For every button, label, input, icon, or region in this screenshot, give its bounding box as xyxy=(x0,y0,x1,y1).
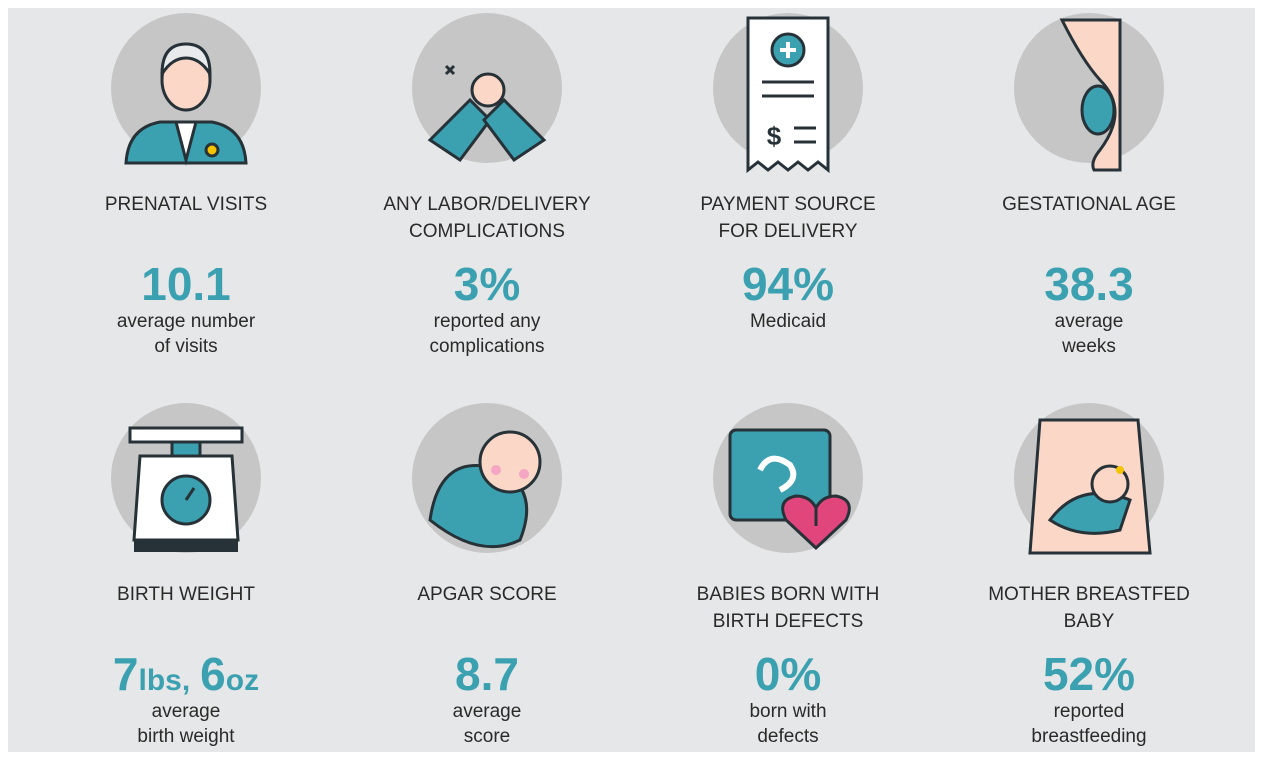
card-value: 38.3 xyxy=(1044,258,1134,310)
card-title: FOR DELIVERY xyxy=(718,221,857,242)
card-title: BIRTH WEIGHT xyxy=(117,584,255,605)
card-desc: complications xyxy=(429,336,544,357)
icon-gestation xyxy=(1014,13,1164,172)
value-part: 7 xyxy=(113,648,139,700)
icon-defects xyxy=(713,403,863,553)
icon-payment: $ xyxy=(713,13,863,174)
icon-doctor xyxy=(111,13,261,166)
icon-apgar xyxy=(412,403,562,553)
icon-breastfeed xyxy=(1014,403,1164,555)
card-title: GESTATIONAL AGE xyxy=(1002,194,1176,215)
card-desc: average number xyxy=(117,311,256,332)
value-part: 6 xyxy=(200,648,226,700)
stat-card: MOTHER BREASTFED BABY 52%reported breastfee… xyxy=(988,584,1190,747)
card-desc: of visits xyxy=(154,336,217,357)
card-value: 52% xyxy=(1043,648,1135,700)
card-desc: defects xyxy=(757,726,818,747)
card-value: 94% xyxy=(742,258,834,310)
card-desc: birth weight xyxy=(137,726,235,747)
card-title: BIRTH DEFECTS xyxy=(713,611,864,632)
card-title: BABY xyxy=(1064,611,1115,632)
card-title: BABIES BORN WITH xyxy=(697,584,880,605)
card-title: ANY LABOR/DELIVERY xyxy=(383,194,591,215)
stat-card: ANY LABOR/DELIVERY COMPLICATIONS 3%reporte… xyxy=(383,194,591,357)
stat-card: PAYMENT SOURCE FOR DELIVERY 94%Medicaid xyxy=(700,194,875,332)
card-desc: born with xyxy=(749,701,826,722)
card-desc: average xyxy=(453,701,522,722)
card-desc: score xyxy=(464,726,510,747)
icon-scale xyxy=(111,403,261,553)
icons: $ xyxy=(111,13,1164,555)
svg-text:$: $ xyxy=(767,121,782,151)
value-part: oz xyxy=(226,664,259,697)
icon-delivery xyxy=(412,13,562,163)
card-desc: average xyxy=(1055,311,1124,332)
card-title: APGAR SCORE xyxy=(417,584,556,605)
card-desc: reported xyxy=(1054,701,1125,722)
card-title: MOTHER BREASTFED xyxy=(988,584,1190,605)
card-value: 7lbs, 6oz xyxy=(113,648,259,700)
card-value: 0% xyxy=(755,648,821,700)
card-desc: breastfeeding xyxy=(1031,726,1146,747)
card-value: 10.1 xyxy=(141,258,231,310)
stat-card: BABIES BORN WITH BIRTH DEFECTS 0%born with… xyxy=(697,584,880,747)
card-desc: average xyxy=(152,701,221,722)
card-title: COMPLICATIONS xyxy=(409,221,565,242)
card-title: PAYMENT SOURCE xyxy=(700,194,875,215)
card-value: 8.7 xyxy=(455,648,519,700)
card-desc: reported any xyxy=(434,311,541,332)
card-title: PRENATAL VISITS xyxy=(105,194,267,215)
card-value: 3% xyxy=(454,258,520,310)
value-part: lbs, xyxy=(138,664,190,697)
card-desc: weeks xyxy=(1061,336,1116,357)
card-desc: Medicaid xyxy=(750,311,826,332)
